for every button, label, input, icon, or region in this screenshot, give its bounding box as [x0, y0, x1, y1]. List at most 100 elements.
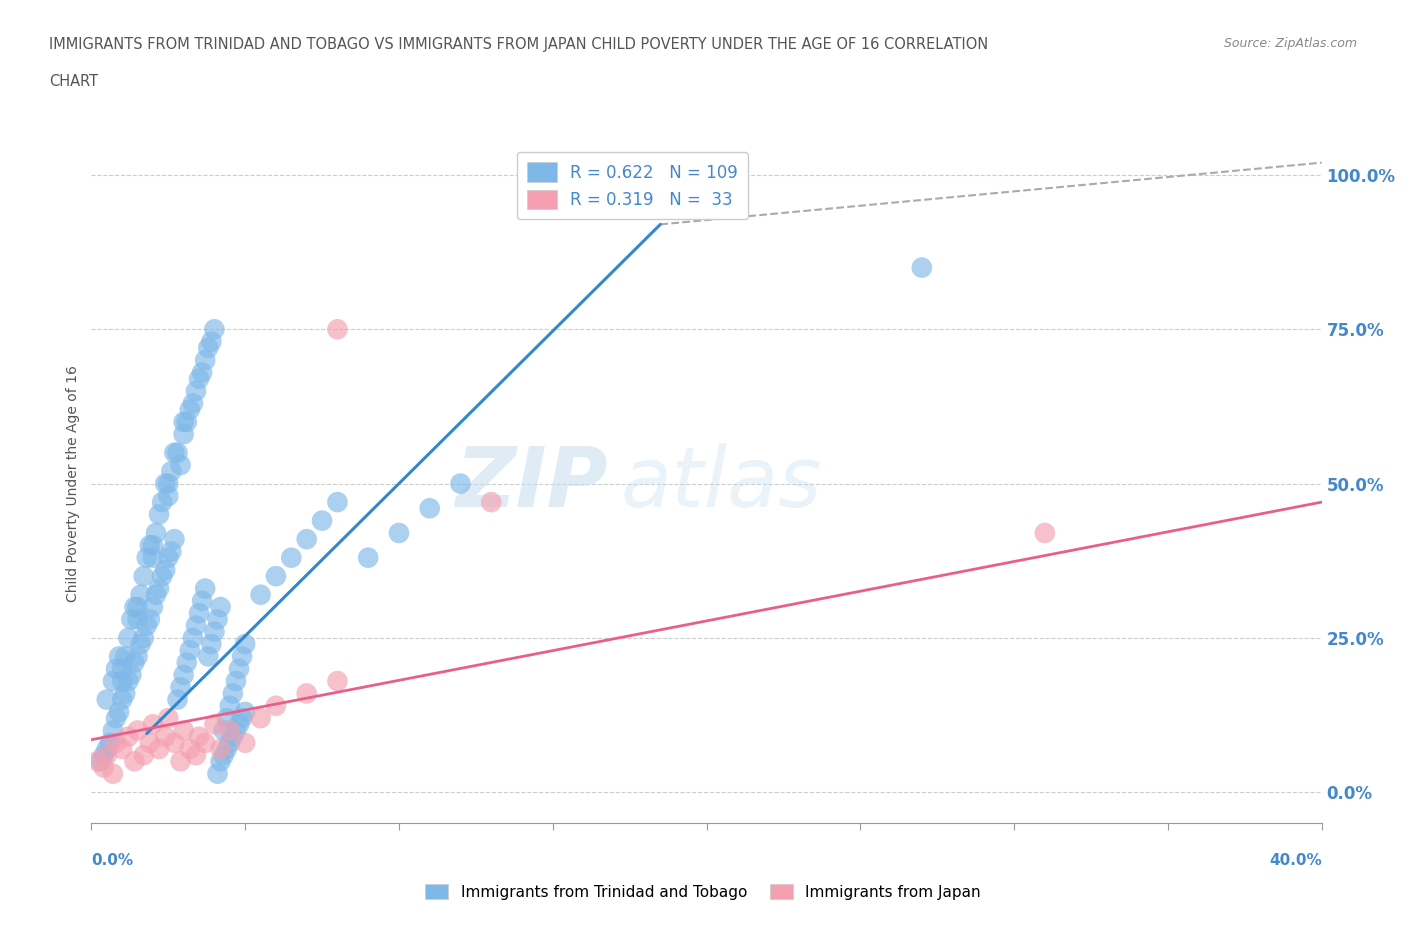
- Point: [311, 513, 333, 528]
- Point: [96, 748, 118, 763]
- Point: [194, 352, 217, 367]
- Point: [419, 501, 441, 516]
- Point: [105, 736, 127, 751]
- Point: [153, 563, 177, 578]
- Point: [222, 686, 245, 701]
- Point: [111, 692, 134, 707]
- Point: [127, 612, 149, 627]
- Point: [145, 525, 167, 540]
- Point: [233, 705, 256, 720]
- Point: [86, 754, 108, 769]
- Point: [231, 711, 253, 725]
- Point: [124, 655, 146, 670]
- Point: [135, 618, 157, 633]
- Point: [179, 643, 201, 658]
- Point: [111, 673, 134, 688]
- Point: [1033, 525, 1056, 540]
- Point: [184, 618, 207, 633]
- Point: [173, 723, 195, 737]
- Point: [295, 532, 318, 547]
- Point: [120, 612, 142, 627]
- Point: [111, 661, 134, 676]
- Point: [157, 488, 180, 503]
- Point: [132, 569, 155, 584]
- Point: [181, 631, 204, 645]
- Point: [132, 631, 155, 645]
- Point: [215, 741, 238, 756]
- Point: [179, 741, 201, 756]
- Point: [181, 396, 204, 411]
- Point: [114, 649, 136, 664]
- Point: [117, 631, 139, 645]
- Y-axis label: Child Poverty Under the Age of 16: Child Poverty Under the Age of 16: [66, 365, 80, 602]
- Point: [218, 723, 240, 737]
- Point: [233, 736, 256, 751]
- Point: [127, 649, 149, 664]
- Point: [90, 754, 112, 769]
- Point: [101, 673, 124, 688]
- Point: [148, 581, 170, 596]
- Point: [142, 717, 165, 732]
- Point: [124, 600, 146, 615]
- Point: [228, 661, 250, 676]
- Text: 40.0%: 40.0%: [1268, 853, 1322, 868]
- Point: [139, 538, 162, 552]
- Point: [176, 655, 198, 670]
- Point: [184, 748, 207, 763]
- Point: [200, 637, 222, 652]
- Point: [169, 458, 191, 472]
- Point: [163, 532, 186, 547]
- Point: [142, 538, 165, 552]
- Point: [148, 741, 170, 756]
- Point: [132, 748, 155, 763]
- Point: [209, 754, 232, 769]
- Point: [150, 569, 173, 584]
- Point: [215, 711, 238, 725]
- Point: [388, 525, 411, 540]
- Point: [153, 729, 177, 744]
- Point: [357, 551, 380, 565]
- Point: [179, 402, 201, 417]
- Point: [911, 260, 934, 275]
- Text: atlas: atlas: [620, 443, 823, 525]
- Point: [173, 415, 195, 430]
- Point: [249, 587, 271, 602]
- Point: [225, 673, 247, 688]
- Point: [160, 464, 183, 479]
- Point: [145, 587, 167, 602]
- Point: [157, 711, 180, 725]
- Point: [108, 649, 131, 664]
- Point: [231, 649, 253, 664]
- Point: [166, 692, 188, 707]
- Point: [188, 371, 211, 386]
- Point: [105, 661, 127, 676]
- Point: [176, 415, 198, 430]
- Point: [449, 476, 471, 491]
- Point: [105, 711, 127, 725]
- Point: [207, 766, 229, 781]
- Point: [218, 698, 240, 713]
- Point: [96, 741, 118, 756]
- Point: [173, 668, 195, 683]
- Point: [218, 736, 240, 751]
- Point: [188, 605, 211, 620]
- Point: [326, 495, 349, 510]
- Point: [202, 322, 225, 337]
- Point: [124, 754, 146, 769]
- Point: [139, 736, 162, 751]
- Point: [114, 686, 136, 701]
- Point: [225, 723, 247, 737]
- Point: [120, 668, 142, 683]
- Point: [117, 729, 139, 744]
- Point: [127, 600, 149, 615]
- Point: [173, 427, 195, 442]
- Point: [142, 551, 165, 565]
- Point: [153, 476, 177, 491]
- Point: [326, 673, 349, 688]
- Point: [280, 551, 302, 565]
- Point: [191, 593, 214, 608]
- Point: [228, 717, 250, 732]
- Point: [148, 507, 170, 522]
- Point: [160, 544, 183, 559]
- Legend: Immigrants from Trinidad and Tobago, Immigrants from Japan: Immigrants from Trinidad and Tobago, Imm…: [419, 877, 987, 906]
